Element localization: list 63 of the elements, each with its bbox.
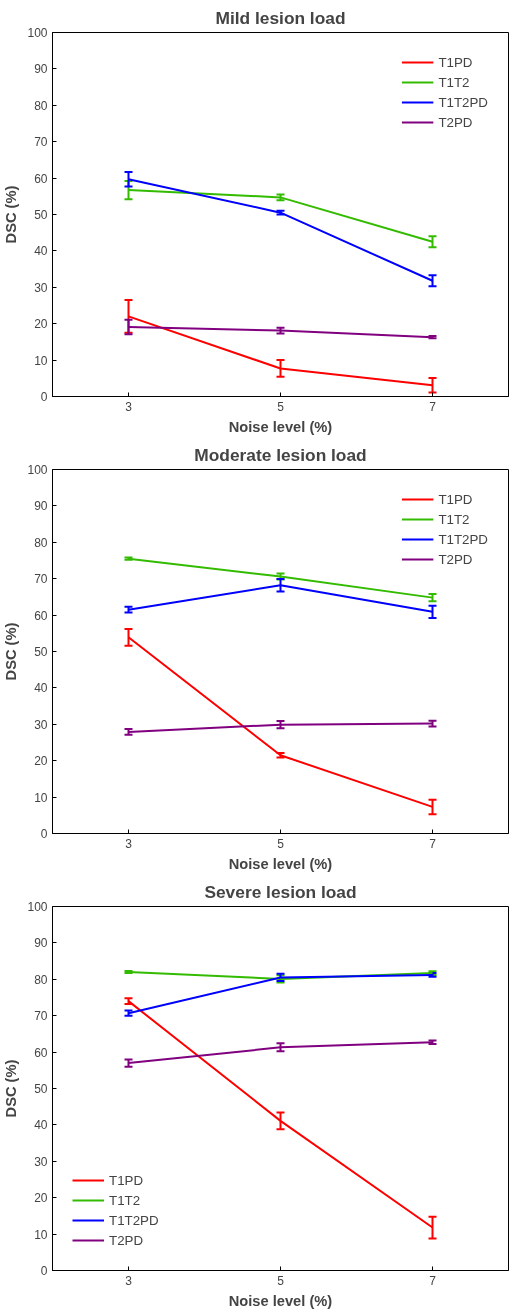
legend-label: T1PD — [438, 491, 473, 507]
chart-title: Severe lesion load — [204, 881, 357, 902]
y-tick-label: 70 — [34, 135, 48, 150]
y-tick-label: 60 — [34, 608, 48, 623]
y-tick-label: 30 — [34, 717, 48, 732]
y-tick-label: 40 — [34, 681, 48, 696]
legend-label: T1PD — [109, 1172, 144, 1188]
y-tick-label: 30 — [34, 1154, 48, 1169]
y-tick-label: 90 — [34, 936, 48, 951]
legend-label: T1T2 — [438, 74, 470, 90]
legend-label: T1T2PD — [438, 531, 488, 547]
x-axis-title: Noise level (%) — [228, 855, 333, 872]
y-tick-label: 100 — [27, 463, 48, 477]
x-tick-label: 5 — [277, 1273, 285, 1288]
x-tick-label: 7 — [429, 1273, 437, 1288]
y-tick-label: 10 — [34, 790, 48, 805]
y-tick-label: 20 — [34, 317, 48, 332]
y-tick-label: 60 — [34, 171, 48, 186]
x-tick-label: 5 — [277, 399, 285, 414]
y-tick-label: 70 — [34, 1009, 48, 1024]
y-tick-label: 70 — [34, 572, 48, 587]
y-tick-label: 50 — [34, 208, 48, 222]
x-tick-label: 5 — [277, 836, 285, 851]
y-tick-label: 50 — [34, 645, 48, 659]
y-tick-label: 80 — [34, 98, 48, 113]
y-tick-label: 90 — [34, 62, 48, 77]
y-tick-label: 80 — [34, 972, 48, 987]
y-tick-label: 30 — [34, 280, 48, 295]
y-tick-label: 20 — [34, 1191, 48, 1206]
y-tick-label: 80 — [34, 535, 48, 550]
legend-label: T2PD — [109, 1232, 144, 1248]
legend-label: T1PD — [438, 54, 473, 70]
y-tick-label: 40 — [34, 1118, 48, 1133]
legend-label: T1T2 — [438, 511, 470, 527]
y-axis-title: DSC (%) — [3, 622, 20, 681]
y-tick-label: 0 — [40, 1264, 48, 1278]
x-axis-title: Noise level (%) — [228, 418, 333, 435]
y-tick-label: 10 — [34, 1227, 48, 1242]
x-tick-label: 7 — [429, 399, 437, 414]
y-tick-label: 90 — [34, 499, 48, 514]
legend-label: T1T2PD — [438, 94, 488, 110]
x-axis-title: Noise level (%) — [228, 1292, 333, 1309]
y-tick-label: 40 — [34, 244, 48, 259]
y-tick-label: 60 — [34, 1045, 48, 1060]
y-tick-label: 0 — [40, 827, 48, 841]
y-tick-label: 100 — [27, 900, 48, 914]
x-tick-label: 3 — [125, 1273, 133, 1288]
y-axis-title: DSC (%) — [3, 185, 20, 244]
x-tick-label: 7 — [429, 836, 437, 851]
legend-label: T1T2PD — [109, 1212, 159, 1228]
legend-label: T2PD — [438, 551, 473, 567]
chart-title: Moderate lesion load — [194, 444, 367, 465]
legend-label: T1T2 — [109, 1192, 141, 1208]
y-tick-label: 50 — [34, 1082, 48, 1096]
x-tick-label: 3 — [125, 836, 133, 851]
y-tick-label: 10 — [34, 353, 48, 368]
chart-title: Mild lesion load — [215, 7, 346, 28]
y-tick-label: 0 — [40, 390, 48, 404]
y-axis-title: DSC (%) — [3, 1059, 20, 1118]
y-tick-label: 20 — [34, 754, 48, 769]
x-tick-label: 3 — [125, 399, 133, 414]
y-tick-label: 100 — [27, 26, 48, 40]
legend-label: T2PD — [438, 114, 473, 130]
